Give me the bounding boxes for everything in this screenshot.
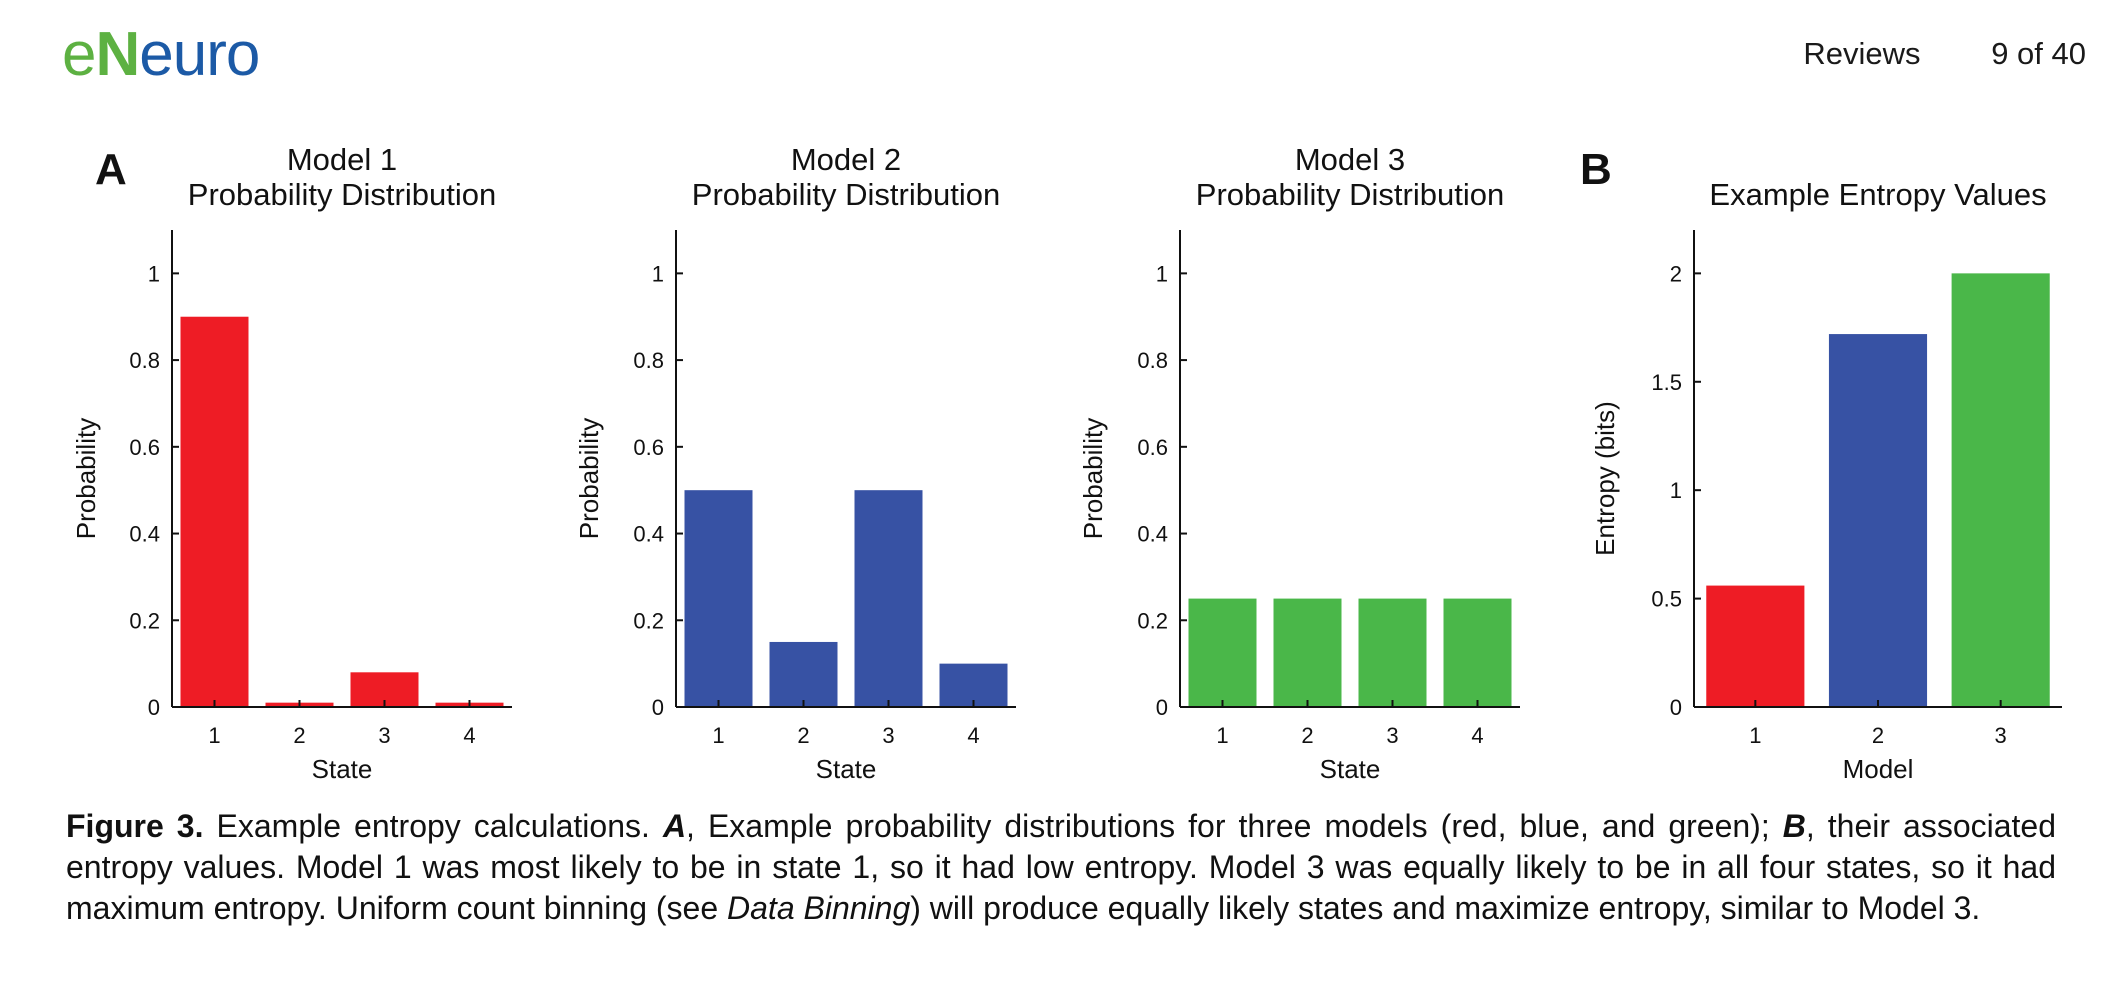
caption-ref-b: B	[1782, 808, 1806, 844]
chart3-xtick-label: 1	[1216, 723, 1228, 748]
chart4-xtick-label: 2	[1872, 723, 1884, 748]
caption-text-3: , their associated entropy values. Model…	[66, 808, 2057, 926]
chart2-ytick-label: 1	[652, 261, 664, 286]
chart1-x-label: State	[312, 754, 373, 784]
chart2-xtick-label: 4	[967, 723, 979, 748]
caption-text-2: , Example probability distributions for …	[686, 808, 1783, 844]
chart2-ytick-label: 0	[652, 695, 664, 720]
chart3-bar-1	[1188, 598, 1257, 707]
logo-e: e	[62, 20, 96, 89]
chart3-title-line1: Model 3	[1295, 142, 1405, 177]
caption-text-1: Example entropy calculations.	[203, 808, 663, 844]
chart4-xtick-label: 3	[1995, 723, 2007, 748]
logo-rest: euro	[139, 20, 260, 89]
chart3-title-line2: Probability Distribution	[1196, 177, 1504, 212]
chart3-bar-2	[1273, 598, 1342, 707]
chart1-ytick-label: 0.6	[129, 435, 160, 460]
chart2-bar-3	[854, 490, 923, 707]
chart4-x-label: Model	[1843, 754, 1914, 784]
chart2-ytick-label: 0.4	[633, 522, 664, 547]
chart3-xtick-label: 3	[1386, 723, 1398, 748]
chart1-ytick-label: 0.2	[129, 608, 160, 633]
chart4-bar-2	[1828, 334, 1928, 707]
chart4-bar-1	[1706, 585, 1805, 707]
chart3-bar-3	[1358, 598, 1427, 707]
caption-ref-a: A	[662, 808, 687, 844]
chart2-xtick-label: 3	[882, 723, 894, 748]
chart3-xtick-label: 2	[1301, 723, 1313, 748]
chart1-title-line1: Model 1	[287, 142, 397, 177]
chart4-ytick-label: 1	[1670, 478, 1682, 503]
chart2-ytick-label: 0.2	[633, 608, 664, 633]
chart3-ytick-label: 0.6	[1137, 435, 1168, 460]
chart3-xtick-label: 4	[1471, 723, 1483, 748]
chart3-bar-4	[1443, 598, 1512, 707]
chart1-title-line2: Probability Distribution	[188, 177, 496, 212]
chart4-title: Example Entropy Values	[1709, 177, 2046, 212]
section-label: Reviews	[1803, 36, 1921, 71]
chart4-ytick-label: 2	[1670, 261, 1682, 286]
page-number: 9 of 40	[1991, 36, 2086, 71]
caption-text-4: ) will produce equally likely states and…	[910, 890, 1981, 926]
chart1-bar-1	[180, 316, 249, 707]
chart2-xtick-label: 2	[797, 723, 809, 748]
panel-label-a: A	[95, 145, 127, 194]
chart4-bar-3	[1951, 273, 2050, 707]
chart2-title-line2: Probability Distribution	[692, 177, 1000, 212]
chart4-y-label: Entropy (bits)	[1590, 401, 1620, 556]
chart3-y-label: Probability	[1078, 418, 1108, 539]
chart3-x-label: State	[1320, 754, 1381, 784]
chart1-xtick-label: 1	[208, 723, 220, 748]
chart2-ytick-label: 0.8	[633, 348, 664, 373]
panel-label-b: B	[1580, 145, 1612, 194]
chart2-bar-4	[939, 663, 1008, 707]
chart3-ytick-label: 0	[1156, 695, 1168, 720]
chart2-bar-1	[684, 490, 753, 707]
chart1-ytick-label: 0.8	[129, 348, 160, 373]
chart3-ytick-label: 0.2	[1137, 608, 1168, 633]
chart2-xtick-label: 1	[712, 723, 724, 748]
caption-label: Figure 3.	[66, 808, 204, 844]
chart2-x-label: State	[816, 754, 877, 784]
chart1-xtick-label: 3	[378, 723, 390, 748]
chart1-xtick-label: 2	[293, 723, 305, 748]
chart4-ytick-label: 1.5	[1651, 370, 1682, 395]
chart1-ytick-label: 1	[148, 261, 160, 286]
chart4-ytick-label: 0	[1670, 695, 1682, 720]
chart4-xtick-label: 1	[1749, 723, 1761, 748]
chart1-ytick-label: 0	[148, 695, 160, 720]
logo-n: N	[95, 20, 140, 89]
chart4-ytick-label: 0.5	[1651, 587, 1682, 612]
figure-caption: Figure 3. Example entropy calculations. …	[66, 806, 2056, 929]
chart1-xtick-label: 4	[463, 723, 475, 748]
chart3-ytick-label: 1	[1156, 261, 1168, 286]
chart2-title-line1: Model 2	[791, 142, 901, 177]
caption-section-ref: Data Binning	[727, 890, 911, 926]
chart2-bar-2	[769, 641, 838, 707]
chart2-ytick-label: 0.6	[633, 435, 664, 460]
running-header: Reviews 9 of 40	[1741, 36, 2086, 72]
chart1-y-label: Probability	[71, 418, 101, 539]
chart3-ytick-label: 0.8	[1137, 348, 1168, 373]
chart2-y-label: Probability	[574, 418, 604, 539]
chart3-ytick-label: 0.4	[1137, 522, 1168, 547]
journal-logo: eNeuro	[62, 24, 260, 86]
chart1-ytick-label: 0.4	[129, 522, 160, 547]
